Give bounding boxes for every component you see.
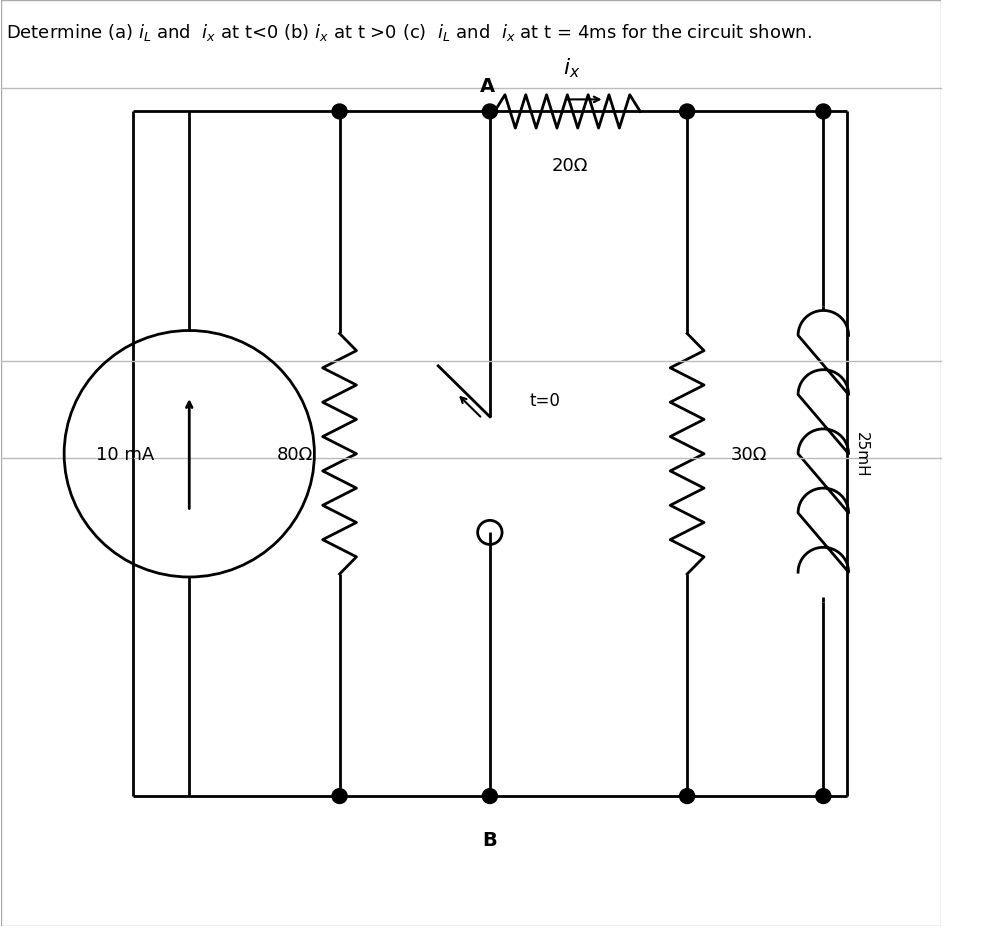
Circle shape: [815, 105, 830, 120]
Text: A: A: [479, 77, 494, 95]
Circle shape: [482, 105, 497, 120]
Circle shape: [482, 789, 497, 804]
Text: 10 mA: 10 mA: [97, 445, 155, 464]
Text: $i_x$: $i_x$: [562, 57, 580, 80]
Text: 30Ω: 30Ω: [730, 445, 766, 464]
Text: t=0: t=0: [528, 392, 560, 410]
Circle shape: [679, 789, 694, 804]
Text: 80Ω: 80Ω: [276, 445, 313, 464]
Text: 25mH: 25mH: [854, 431, 869, 477]
Circle shape: [331, 105, 347, 120]
Text: Determine (a) $i_L$ and  $i_x$ at t<0 (b) $i_x$ at t >0 (c)  $i_L$ and  $i_x$ at: Determine (a) $i_L$ and $i_x$ at t<0 (b)…: [6, 21, 811, 43]
Circle shape: [679, 105, 694, 120]
Text: 20Ω: 20Ω: [551, 157, 588, 175]
Circle shape: [331, 789, 347, 804]
Circle shape: [815, 789, 830, 804]
Text: B: B: [482, 831, 497, 849]
